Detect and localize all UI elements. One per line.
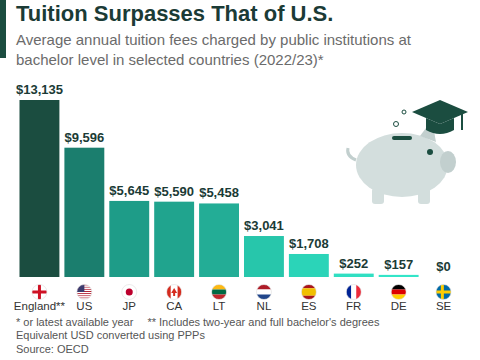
pig-body bbox=[356, 133, 448, 197]
bar bbox=[20, 100, 60, 277]
cap-base bbox=[426, 118, 454, 134]
flag-outline bbox=[32, 285, 47, 300]
flag-icon bbox=[212, 285, 227, 300]
note: Equivalent USD converted using PPPs bbox=[16, 329, 205, 341]
source: Source: OECD bbox=[16, 343, 89, 355]
category-label: ES bbox=[301, 300, 317, 312]
category-label: CA bbox=[166, 300, 182, 312]
chart-root: Tuition Surpasses That of U.S. Average an… bbox=[0, 0, 480, 360]
category-label: SE bbox=[436, 300, 452, 312]
flag-outline bbox=[391, 285, 406, 300]
flag-icon bbox=[436, 285, 451, 300]
pig-eye bbox=[427, 149, 433, 155]
labels: $13,135 England** $9,596 US $5,645 JP $5,590 CA… bbox=[14, 82, 452, 312]
pig-leg bbox=[372, 188, 384, 204]
category-label: JP bbox=[123, 300, 137, 312]
flag-part bbox=[171, 288, 177, 296]
bar bbox=[109, 201, 149, 277]
flag-outline bbox=[436, 285, 451, 300]
data-label: $3,041 bbox=[244, 218, 284, 233]
note: * or latest available year bbox=[16, 316, 134, 328]
bar bbox=[199, 203, 239, 277]
category-label: FR bbox=[346, 300, 361, 312]
subtitle: Average annual tuition fees charged by p… bbox=[16, 31, 412, 68]
flag-icon bbox=[167, 285, 182, 300]
flag-part bbox=[212, 290, 227, 295]
data-label: $5,458 bbox=[199, 185, 239, 200]
chart-svg: Tuition Surpasses That of U.S. Average an… bbox=[0, 0, 480, 360]
category-label: NL bbox=[257, 300, 272, 312]
data-label: $252 bbox=[339, 256, 368, 271]
flag-outline bbox=[77, 285, 92, 300]
data-label: $5,645 bbox=[109, 183, 149, 198]
bar bbox=[64, 148, 104, 277]
data-label: $9,596 bbox=[64, 130, 104, 145]
pig-slot bbox=[392, 136, 412, 140]
flag-part bbox=[126, 289, 133, 296]
category-label: England** bbox=[14, 300, 66, 312]
flag-part bbox=[122, 285, 137, 300]
data-label: $13,135 bbox=[16, 82, 63, 97]
flag-outline bbox=[346, 285, 361, 300]
flag-icon bbox=[346, 285, 361, 300]
flag-outline bbox=[301, 285, 316, 300]
pig-snout bbox=[440, 151, 456, 173]
subtitle-line: bachelor level in selected countries (20… bbox=[16, 51, 324, 68]
cap-top bbox=[412, 100, 468, 124]
subtitle-line: Average annual tuition fees charged by p… bbox=[16, 31, 412, 48]
title: Tuition Surpasses That of U.S. bbox=[16, 1, 333, 26]
flag-outline bbox=[122, 285, 137, 300]
category-label: DE bbox=[391, 300, 407, 312]
pig-leg bbox=[418, 188, 430, 204]
bar bbox=[154, 202, 194, 277]
bar bbox=[334, 274, 374, 277]
flag-icon bbox=[391, 285, 406, 300]
flag-part bbox=[301, 288, 316, 296]
flag-icon bbox=[301, 285, 316, 300]
bars bbox=[20, 100, 419, 277]
flag-icon bbox=[32, 285, 47, 300]
flag-part bbox=[77, 293, 92, 294]
bar bbox=[379, 275, 419, 277]
flag-part bbox=[77, 294, 92, 295]
flag-part bbox=[436, 285, 451, 300]
sparkle bbox=[394, 122, 399, 127]
bar bbox=[424, 277, 464, 278]
flag-part bbox=[167, 285, 182, 300]
flag-outline bbox=[256, 285, 271, 300]
data-label: $0 bbox=[436, 259, 450, 274]
flag-part bbox=[391, 290, 406, 295]
flag-outline bbox=[167, 285, 182, 300]
pig-tail bbox=[348, 148, 356, 160]
flag-icon bbox=[122, 285, 137, 300]
data-label: $157 bbox=[384, 257, 413, 272]
data-label: $1,708 bbox=[289, 236, 329, 251]
title-accent bbox=[0, 0, 6, 58]
flag-part bbox=[77, 292, 92, 293]
flag-part bbox=[256, 290, 271, 295]
category-label: US bbox=[76, 300, 92, 312]
data-label: $5,590 bbox=[154, 184, 194, 199]
piggy-bank-icon bbox=[348, 100, 468, 204]
bar bbox=[244, 236, 284, 277]
flag-part bbox=[436, 291, 451, 294]
note: ** Includes two-year and full bachelor's… bbox=[147, 316, 380, 328]
flag-part bbox=[351, 285, 356, 300]
flag-part bbox=[32, 291, 47, 294]
sparkle bbox=[402, 110, 406, 114]
flag-outline bbox=[212, 285, 227, 300]
cap-tassel bbox=[461, 114, 463, 130]
flag-icon bbox=[77, 285, 92, 300]
category-label: LT bbox=[213, 300, 226, 312]
flag-part bbox=[32, 285, 47, 300]
flag-part bbox=[77, 295, 92, 296]
flag-icon bbox=[256, 285, 271, 300]
bar bbox=[289, 254, 329, 277]
